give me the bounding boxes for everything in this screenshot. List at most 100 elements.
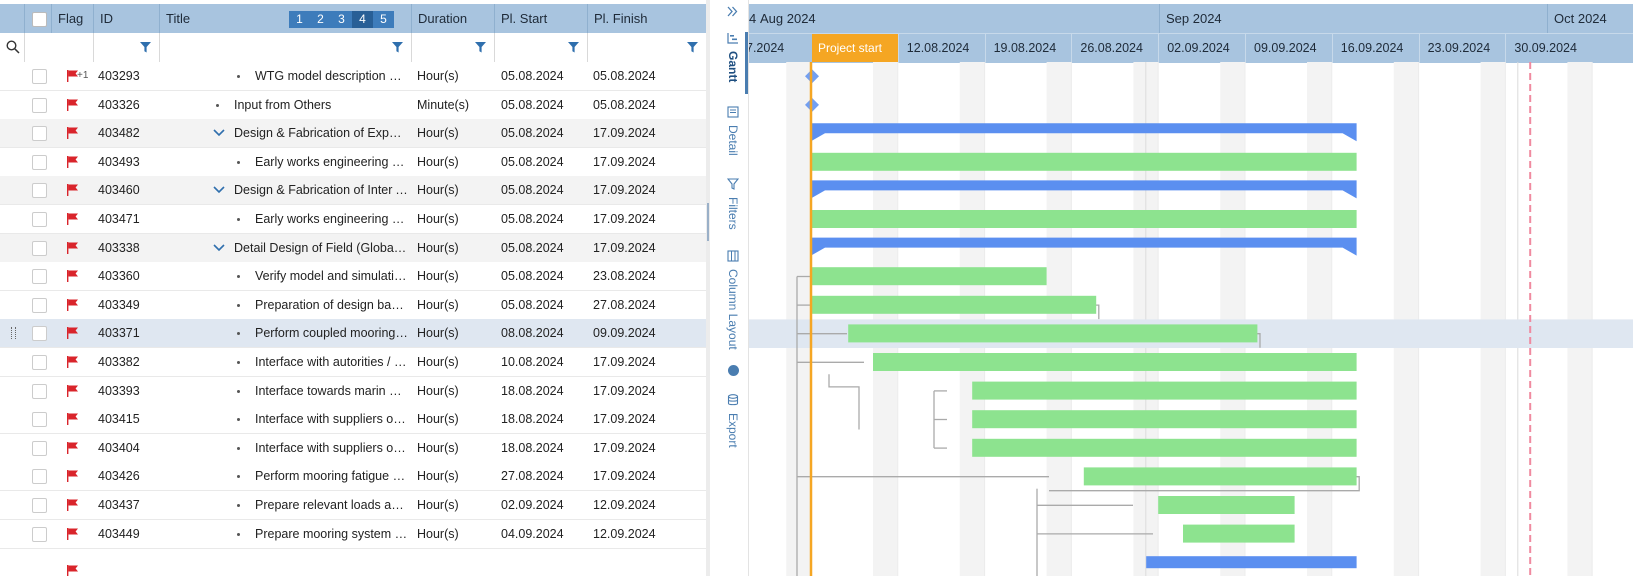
table-row[interactable]: +1 403293 WTG model description wit... Hour… xyxy=(0,62,706,91)
flag-icon[interactable] xyxy=(66,356,80,371)
row-checkbox[interactable] xyxy=(32,469,47,485)
level-button-1[interactable]: 1 xyxy=(289,11,310,28)
filter-start[interactable] xyxy=(495,33,588,62)
row-checkbox[interactable] xyxy=(32,69,47,84)
pane-splitter[interactable] xyxy=(706,0,710,576)
row-checkbox[interactable] xyxy=(32,183,47,199)
table-row[interactable]: 403449 Prepare mooring system d... Hour(s)… xyxy=(0,519,706,549)
flag-icon[interactable] xyxy=(66,270,80,285)
table-row[interactable]: 403371 Perform coupled mooring ... Hour(s)… xyxy=(0,319,706,349)
row-checkbox[interactable] xyxy=(32,383,47,399)
task-bar[interactable] xyxy=(811,267,1047,286)
flag-icon[interactable] xyxy=(66,184,80,199)
filter-funnel-icon[interactable] xyxy=(475,42,486,53)
task-bar[interactable] xyxy=(848,324,1258,343)
flag-icon[interactable] xyxy=(66,327,80,342)
row-checkbox[interactable] xyxy=(32,212,47,227)
summary-bar[interactable] xyxy=(811,123,1357,142)
task-bar[interactable] xyxy=(972,438,1357,457)
tab-gantt[interactable]: Gantt xyxy=(720,32,746,82)
tab-export[interactable]: Export xyxy=(720,394,746,448)
task-bar[interactable] xyxy=(873,353,1357,371)
header-title[interactable]: Title xyxy=(160,4,412,33)
task-bar[interactable] xyxy=(811,152,1357,171)
task-bar[interactable] xyxy=(811,210,1357,228)
summary-bar[interactable] xyxy=(811,237,1357,256)
chevron-down-icon[interactable] xyxy=(213,186,225,194)
row-checkbox[interactable] xyxy=(32,440,47,456)
flag-icon[interactable] xyxy=(66,499,80,514)
row-checkbox[interactable] xyxy=(32,97,47,113)
row-checkbox[interactable] xyxy=(32,297,47,313)
header-flag[interactable]: Flag xyxy=(52,4,94,33)
flag-icon[interactable] xyxy=(66,298,80,314)
row-checkbox[interactable] xyxy=(32,355,47,370)
filter-duration[interactable] xyxy=(412,33,495,62)
flag-icon[interactable] xyxy=(66,241,80,257)
tab-column-layout[interactable]: Column Layout xyxy=(720,250,746,350)
flag-icon[interactable] xyxy=(66,213,80,228)
filter-funnel-icon[interactable] xyxy=(568,42,579,53)
table-row[interactable]: 403349 Preparation of design basis... Hour… xyxy=(0,290,706,320)
table-row[interactable]: 403404 Interface with suppliers of ... Hou… xyxy=(0,433,706,463)
row-checkbox[interactable] xyxy=(32,126,47,142)
summary-bar-partial[interactable] xyxy=(1146,556,1357,569)
table-row[interactable]: 403326 Input from Others Minute(s) 05.08.20… xyxy=(0,90,706,120)
filter-funnel-icon[interactable] xyxy=(392,42,403,53)
table-row[interactable]: 403426 Perform mooring fatigue a... Hour(s… xyxy=(0,462,706,492)
row-checkbox[interactable] xyxy=(32,498,47,513)
table-row[interactable]: 403393 Interface towards marin op... Hour(… xyxy=(0,376,706,406)
flag-icon[interactable] xyxy=(66,384,80,400)
flag-icon[interactable] xyxy=(66,127,80,142)
filter-funnel-icon[interactable] xyxy=(687,42,698,53)
task-bar[interactable] xyxy=(1083,467,1357,486)
filter-id[interactable] xyxy=(94,33,160,62)
collapse-panel-icon[interactable] xyxy=(727,6,738,17)
table-row[interactable]: 403360 Verify model and simulatio... Hour(… xyxy=(0,262,706,292)
table-row[interactable]: 403460 Design & Fabrication of Inter A...… xyxy=(0,176,706,206)
level-button-4[interactable]: 4 xyxy=(352,11,373,28)
level-button-2[interactable]: 2 xyxy=(310,11,331,28)
table-row[interactable]: 403493 Early works engineering - E... Hour… xyxy=(0,147,706,177)
row-checkbox[interactable] xyxy=(32,326,47,342)
row-checkbox[interactable] xyxy=(32,526,47,542)
flag-icon[interactable] xyxy=(66,527,80,543)
table-row[interactable]: 403437 Prepare relevant loads as i... Hour… xyxy=(0,491,706,520)
grid-scrollbar-thumb[interactable] xyxy=(707,203,709,241)
filter-funnel-icon[interactable] xyxy=(140,42,151,53)
header-pl-start[interactable]: Pl. Start xyxy=(495,4,588,33)
flag-icon[interactable] xyxy=(66,441,80,457)
table-row[interactable]: 403482 Design & Fabrication of Export... H… xyxy=(0,119,706,149)
row-checkbox[interactable] xyxy=(32,240,47,256)
row-checkbox[interactable] xyxy=(32,269,47,285)
row-checkbox[interactable] xyxy=(32,412,47,428)
tab-filters[interactable]: Filters xyxy=(720,178,746,230)
header-pl-finish[interactable]: Pl. Finish xyxy=(594,11,648,26)
chevron-down-icon[interactable] xyxy=(213,129,225,137)
summary-bar[interactable] xyxy=(811,180,1357,199)
task-bar[interactable] xyxy=(1183,524,1295,543)
flag-icon[interactable] xyxy=(66,413,80,428)
flag-icon[interactable] xyxy=(66,470,80,485)
tab-detail[interactable]: Detail xyxy=(720,106,746,156)
task-bar[interactable] xyxy=(972,410,1357,429)
table-row[interactable]: 403415 Interface with suppliers of ... Hou… xyxy=(0,405,706,435)
filter-title[interactable] xyxy=(160,33,412,62)
task-bar[interactable] xyxy=(811,295,1097,314)
drag-handle-icon[interactable] xyxy=(11,327,16,340)
task-bar[interactable] xyxy=(972,381,1357,400)
flag-icon[interactable] xyxy=(66,98,80,114)
filter-finish[interactable] xyxy=(588,33,706,62)
chevron-down-icon[interactable] xyxy=(213,244,225,252)
table-row[interactable]: 403338 Detail Design of Field (Global a..… xyxy=(0,233,706,263)
task-bar[interactable] xyxy=(1158,496,1295,514)
project-start-marker[interactable]: Project start xyxy=(812,34,898,62)
header-duration[interactable]: Duration xyxy=(412,4,495,33)
flag-icon[interactable] xyxy=(66,70,80,85)
search-button[interactable] xyxy=(0,33,25,62)
flag-icon[interactable] xyxy=(66,155,80,171)
table-row[interactable]: 403471 Early works engineering - I... Hour… xyxy=(0,205,706,234)
header-id[interactable]: ID xyxy=(94,4,160,33)
level-button-3[interactable]: 3 xyxy=(331,11,352,28)
row-checkbox[interactable] xyxy=(32,154,47,170)
